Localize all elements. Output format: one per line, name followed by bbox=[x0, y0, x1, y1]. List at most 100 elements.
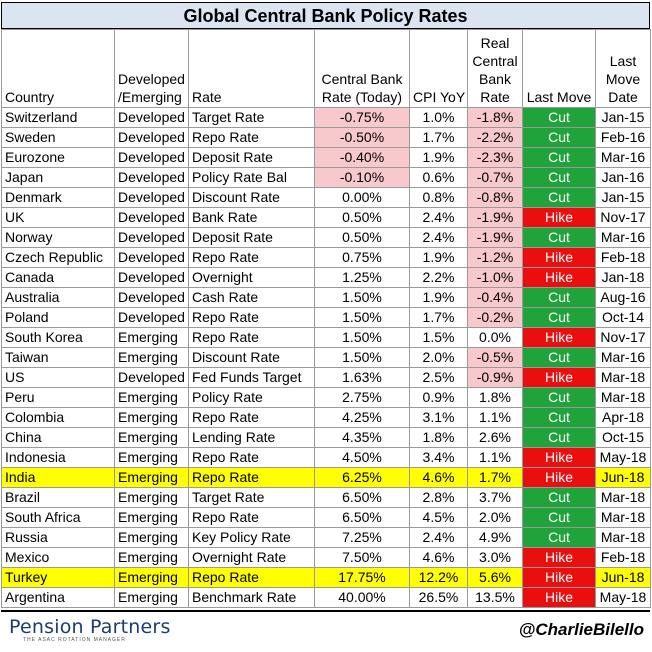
cell-real-rate: 1.8% bbox=[467, 387, 523, 408]
cell-last-move-date: Mar-18 bbox=[595, 507, 651, 528]
cell-real-rate: 2.6% bbox=[467, 427, 523, 448]
cell-developed-emerging: Emerging bbox=[114, 387, 189, 408]
cell-cpi-yoy: 4.6% bbox=[409, 547, 468, 568]
cell-rate-name: Repo Rate bbox=[188, 407, 315, 428]
cell-last-move: Hike bbox=[522, 467, 596, 488]
cell-rate-name: Repo Rate bbox=[188, 467, 315, 488]
cell-cpi-yoy: 2.4% bbox=[409, 527, 468, 548]
cell-last-move-date: May-18 bbox=[595, 447, 651, 468]
table-row: Czech Republic Developed Repo Rate 0.75% 1.9… bbox=[1, 247, 651, 268]
cell-country: Russia bbox=[1, 527, 115, 548]
cell-country: Mexico bbox=[1, 547, 115, 568]
cell-central-bank-rate: 4.25% bbox=[314, 407, 410, 428]
cell-cpi-yoy: 4.5% bbox=[409, 507, 468, 528]
table-row: South Korea Emerging Repo Rate 1.50% 1.5% 0.0… bbox=[1, 327, 651, 348]
logo-text: Pension Partners bbox=[9, 616, 171, 638]
cell-last-move: Cut bbox=[522, 187, 596, 208]
cell-developed-emerging: Emerging bbox=[114, 507, 189, 528]
cell-central-bank-rate: 6.50% bbox=[314, 487, 410, 508]
cell-rate-name: Key Policy Rate bbox=[188, 527, 315, 548]
cell-central-bank-rate: 0.50% bbox=[314, 227, 410, 248]
cell-last-move: Hike bbox=[522, 587, 596, 608]
cell-cpi-yoy: 3.4% bbox=[409, 447, 468, 468]
cell-last-move: Cut bbox=[522, 387, 596, 408]
cell-real-rate: -0.4% bbox=[467, 287, 523, 308]
cell-country: China bbox=[1, 427, 115, 448]
cell-rate-name: Benchmark Rate bbox=[188, 587, 315, 608]
cell-central-bank-rate: 17.75% bbox=[314, 567, 410, 588]
cell-cpi-yoy: 2.5% bbox=[409, 367, 468, 388]
cell-last-move: Hike bbox=[522, 267, 596, 288]
table-row: Denmark Developed Discount Rate 0.00% 0.8% -0… bbox=[1, 187, 651, 208]
cell-central-bank-rate: 4.50% bbox=[314, 447, 410, 468]
cell-rate-name: Policy Rate Bal bbox=[188, 167, 315, 188]
table-row: China Emerging Lending Rate 4.35% 1.8% 2.6% Cu… bbox=[1, 427, 651, 448]
cell-cpi-yoy: 1.5% bbox=[409, 327, 468, 348]
header-row: Country Developed/Emerging Rate Central … bbox=[1, 29, 651, 108]
cell-country: UK bbox=[1, 207, 115, 228]
cell-last-move-date: Jun-18 bbox=[595, 467, 651, 488]
cell-developed-emerging: Emerging bbox=[114, 427, 189, 448]
table-row: Canada Developed Overnight 1.25% 2.2% -1.0% Hi… bbox=[1, 267, 651, 288]
cell-developed-emerging: Emerging bbox=[114, 527, 189, 548]
cell-real-rate: 1.1% bbox=[467, 407, 523, 428]
cell-developed-emerging: Developed bbox=[114, 247, 189, 268]
cell-country: Czech Republic bbox=[1, 247, 115, 268]
cell-country: Colombia bbox=[1, 407, 115, 428]
cell-country: Norway bbox=[1, 227, 115, 248]
cell-real-rate: 2.0% bbox=[467, 507, 523, 528]
cell-last-move-date: Mar-18 bbox=[595, 387, 651, 408]
cell-country: Australia bbox=[1, 287, 115, 308]
table-row: Japan Developed Policy Rate Bal -0.10% 0.6% -… bbox=[1, 167, 651, 188]
cell-last-move: Cut bbox=[522, 307, 596, 328]
cell-last-move: Cut bbox=[522, 347, 596, 368]
cell-real-rate: -0.7% bbox=[467, 167, 523, 188]
cell-last-move: Cut bbox=[522, 167, 596, 188]
cell-real-rate: 3.7% bbox=[467, 487, 523, 508]
cell-cpi-yoy: 1.9% bbox=[409, 147, 468, 168]
cell-last-move: Hike bbox=[522, 567, 596, 588]
cell-real-rate: -0.9% bbox=[467, 367, 523, 388]
cell-real-rate: -2.2% bbox=[467, 127, 523, 148]
cell-real-rate: 1.1% bbox=[467, 447, 523, 468]
cell-last-move: Hike bbox=[522, 207, 596, 228]
cell-country: Taiwan bbox=[1, 347, 115, 368]
cell-developed-emerging: Developed bbox=[114, 127, 189, 148]
cell-cpi-yoy: 26.5% bbox=[409, 587, 468, 608]
cell-last-move-date: Oct-14 bbox=[595, 307, 651, 328]
cell-last-move: Cut bbox=[522, 227, 596, 248]
table-row: Argentina Emerging Benchmark Rate 40.00% 26.… bbox=[1, 587, 651, 608]
cell-rate-name: Deposit Rate bbox=[188, 147, 315, 168]
table-row: Russia Emerging Key Policy Rate 7.25% 2.4% 4.… bbox=[1, 527, 651, 548]
table-row: Sweden Developed Repo Rate -0.50% 1.7% -2.2% C… bbox=[1, 127, 651, 148]
cell-last-move-date: Feb-18 bbox=[595, 247, 651, 268]
cell-developed-emerging: Developed bbox=[114, 307, 189, 328]
cell-last-move: Hike bbox=[522, 247, 596, 268]
cell-country: Turkey bbox=[1, 567, 115, 588]
cell-central-bank-rate: 1.50% bbox=[314, 327, 410, 348]
cell-country: South Africa bbox=[1, 507, 115, 528]
table-row: Norway Developed Deposit Rate 0.50% 2.4% -1.9… bbox=[1, 227, 651, 248]
cell-developed-emerging: Emerging bbox=[114, 487, 189, 508]
cell-real-rate: 13.5% bbox=[467, 587, 523, 608]
cell-rate-name: Repo Rate bbox=[188, 507, 315, 528]
header-last-move-date: Last Move Date bbox=[595, 29, 651, 108]
cell-rate-name: Fed Funds Target bbox=[188, 367, 315, 388]
cell-real-rate: 3.0% bbox=[467, 547, 523, 568]
cell-real-rate: 5.6% bbox=[467, 567, 523, 588]
cell-last-move: Cut bbox=[522, 147, 596, 168]
cell-developed-emerging: Emerging bbox=[114, 467, 189, 488]
cell-cpi-yoy: 1.9% bbox=[409, 247, 468, 268]
cell-last-move-date: Aug-16 bbox=[595, 287, 651, 308]
cell-developed-emerging: Developed bbox=[114, 167, 189, 188]
cell-rate-name: Deposit Rate bbox=[188, 227, 315, 248]
cell-developed-emerging: Developed bbox=[114, 287, 189, 308]
cell-last-move-date: Feb-16 bbox=[595, 127, 651, 148]
cell-last-move: Hike bbox=[522, 367, 596, 388]
cell-real-rate: -0.8% bbox=[467, 187, 523, 208]
cell-rate-name: Overnight bbox=[188, 267, 315, 288]
cell-last-move-date: Mar-18 bbox=[595, 527, 651, 548]
cell-rate-name: Repo Rate bbox=[188, 247, 315, 268]
header-real-rate: Real Central Bank Rate bbox=[467, 29, 523, 108]
cell-country: Indonesia bbox=[1, 447, 115, 468]
